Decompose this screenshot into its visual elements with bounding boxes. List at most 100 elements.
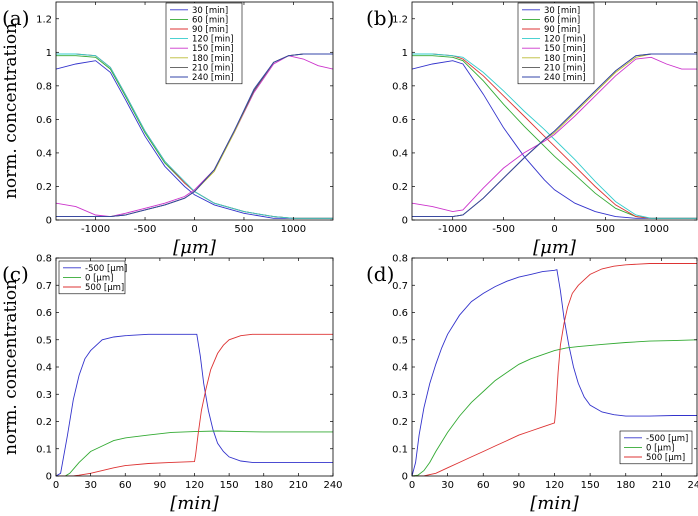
y-tick-label: 0.2 xyxy=(392,182,408,193)
y-axis-label: norm. concentration xyxy=(1,23,21,199)
series-line-1 xyxy=(412,55,697,219)
y-tick-label: 0.5 xyxy=(392,335,408,346)
y-tick-label: 0.6 xyxy=(392,115,408,126)
x-axis-label: [min] xyxy=(170,493,219,514)
series-line-3 xyxy=(412,53,697,219)
legend-entry: 240 [min] xyxy=(192,73,234,83)
series-line-4 xyxy=(412,56,697,213)
panel-label: (d) xyxy=(366,262,394,286)
series-line-2 xyxy=(56,333,333,476)
legend-entry: -500 [μm] xyxy=(85,264,127,274)
y-tick-label: 0.4 xyxy=(36,148,52,159)
x-tick-label: 240 xyxy=(323,480,342,491)
y-tick-label: 0.1 xyxy=(392,444,408,455)
legend-entry: 500 [μm] xyxy=(85,283,124,293)
panel-label: (c) xyxy=(2,262,29,286)
y-tick-label: 0.4 xyxy=(36,363,52,374)
series-line-7 xyxy=(412,53,697,218)
y-tick-label: 0 xyxy=(46,472,52,483)
x-tick-label: 120 xyxy=(545,480,564,491)
y-tick-label: 1 xyxy=(46,48,52,59)
series-line-0 xyxy=(56,60,333,219)
x-tick-label: 0 xyxy=(191,224,197,235)
legend: 30 [min]60 [min]90 [min]120 [min]150 [mi… xyxy=(517,2,595,85)
x-tick-label: 1000 xyxy=(644,224,669,235)
series-line-3 xyxy=(56,53,333,219)
x-tick-label: 1000 xyxy=(281,224,306,235)
y-tick-label: 1 xyxy=(402,48,408,59)
y-tick-label: 0 xyxy=(402,216,408,227)
x-tick-label: 180 xyxy=(254,480,273,491)
legend-entry: 60 [min] xyxy=(544,15,580,25)
x-tick-label: -500 xyxy=(492,224,515,235)
legend-box xyxy=(517,2,595,85)
y-tick-label: 0.4 xyxy=(392,363,408,374)
legend-entry: 180 [min] xyxy=(192,54,234,64)
panel-a: -1000 -500 0 500 1000 0 0.2 0.4 0.6 0.8 1 1.2 (a) [μm… xyxy=(1,1,334,258)
legend-entry: 90 [min] xyxy=(192,25,228,35)
legend-entry: 210 [min] xyxy=(544,63,586,73)
x-tick-label: 30 xyxy=(441,480,454,491)
y-tick-label: 0.8 xyxy=(392,81,408,92)
y-tick-label: 0.4 xyxy=(392,148,408,159)
x-axis-label: [μm] xyxy=(533,237,577,258)
x-tick-label: -1000 xyxy=(438,224,467,235)
y-tick-label: 0.6 xyxy=(392,308,408,319)
x-tick-label: 120 xyxy=(185,480,204,491)
series-line-7 xyxy=(56,53,333,218)
x-tick-label: 90 xyxy=(154,480,167,491)
legend-entry: 0 [μm] xyxy=(646,443,674,453)
series-line-1 xyxy=(412,339,697,476)
y-tick-label: 1.2 xyxy=(392,14,408,25)
y-tick-label: 0.3 xyxy=(392,390,408,401)
series-line-0 xyxy=(412,60,697,219)
y-tick-label: 0.8 xyxy=(36,81,52,92)
legend-entry: 60 [min] xyxy=(192,15,228,25)
x-tick-label: 60 xyxy=(119,480,132,491)
x-tick-label: 500 xyxy=(596,224,615,235)
x-tick-label: 500 xyxy=(234,224,253,235)
legend-entry: -500 [μm] xyxy=(646,434,688,444)
y-tick-label: 0.2 xyxy=(392,417,408,428)
x-axis-label: [μm] xyxy=(173,237,217,258)
legend-entry: 0 [μm] xyxy=(85,273,113,283)
y-tick-label: 0 xyxy=(402,472,408,483)
x-tick-label: 180 xyxy=(616,480,635,491)
y-tick-label: 1.2 xyxy=(36,14,52,25)
y-tick-label: 0.3 xyxy=(36,390,52,401)
series-line-4 xyxy=(56,55,333,218)
legend-entry: 150 [min] xyxy=(192,44,234,54)
series-line-0 xyxy=(56,333,333,476)
legend-entry: 30 [min] xyxy=(544,6,580,16)
panel-label: (b) xyxy=(366,6,394,30)
x-tick-label: 30 xyxy=(84,480,97,491)
y-tick-label: 0.7 xyxy=(392,281,408,292)
x-tick-label: 60 xyxy=(477,480,490,491)
legend-entry: 240 [min] xyxy=(544,73,586,83)
legend-entry: 210 [min] xyxy=(192,63,234,73)
y-tick-label: 0.7 xyxy=(36,281,52,292)
legend: 30 [min]60 [min]90 [min]120 [min]150 [mi… xyxy=(165,2,243,85)
legend-box xyxy=(165,2,243,85)
series-line-0 xyxy=(412,269,697,476)
series-line-2 xyxy=(412,263,697,476)
panel-b: -1000 -500 0 500 1000 0 0.2 0.4 0.6 0.8 1 1.2(b) [μm… xyxy=(366,1,698,258)
y-tick-label: 0.2 xyxy=(36,182,52,193)
x-tick-label: 210 xyxy=(289,480,308,491)
series-line-1 xyxy=(56,430,333,476)
y-tick-label: 0.6 xyxy=(36,308,52,319)
legend-entry: 30 [min] xyxy=(192,6,228,16)
y-axis-label: norm. concentration xyxy=(1,279,21,455)
panel-d: 0 30 60 90 120 150 180 210 240 0 0.1 0.2 0.3 0.4 0.5 0.… xyxy=(366,254,698,515)
series-line-2 xyxy=(412,53,697,219)
x-tick-label: 90 xyxy=(513,480,526,491)
y-tick-label: 0.1 xyxy=(36,444,52,455)
x-axis-label: [min] xyxy=(530,493,579,514)
x-tick-label: 0 xyxy=(53,480,59,491)
legend: -500 [μm]0 [μm]500 [μm] xyxy=(619,430,693,465)
x-tick-label: 150 xyxy=(220,480,239,491)
legend-entry: 150 [min] xyxy=(544,44,586,54)
y-tick-label: 0.5 xyxy=(36,335,52,346)
y-tick-label: 0.8 xyxy=(392,254,408,265)
